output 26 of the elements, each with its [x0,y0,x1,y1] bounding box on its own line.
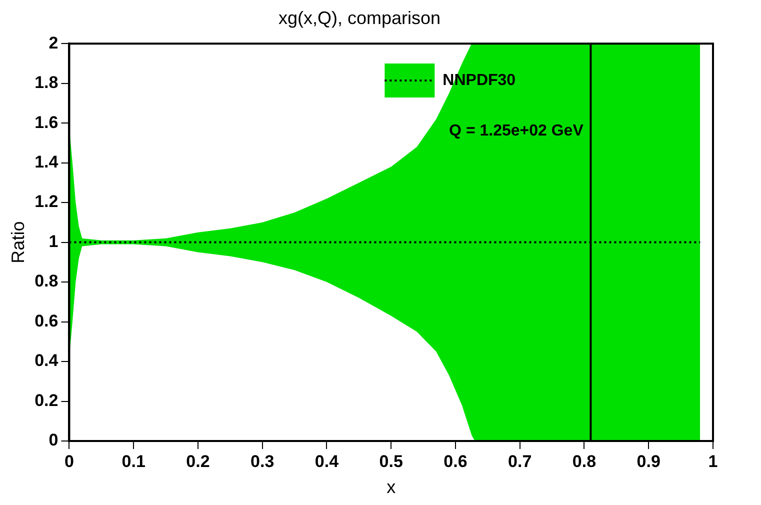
y-tick-label: 1.8 [34,73,58,92]
x-axis-title: x [386,477,396,498]
chart-title: xg(x,Q), comparison [278,8,441,28]
y-tick-label: 0.6 [34,311,58,330]
y-tick-label: 1.6 [34,112,58,132]
x-tick-label: 0.7 [508,452,532,471]
x-tick-label: 0.8 [572,452,596,471]
y-tick-label: 0 [48,430,58,450]
x-tick-label: 0.3 [250,452,274,471]
x-tick-label: 0.9 [636,452,660,471]
x-tick-label: 0.1 [122,452,146,471]
y-tick-label: 1.2 [34,192,58,212]
x-tick-label: 0 [64,452,74,471]
x-tick-label: 0.5 [379,452,403,471]
y-tick-label: 1.4 [34,152,59,172]
y-axis-title: Ratio [8,221,28,264]
y-tick-label: 0.2 [34,390,58,410]
y-tick-label: 1 [48,232,58,251]
x-tick-label: 0.4 [314,452,340,471]
x-tick-label: 0.2 [186,452,210,471]
annotation: Q = 1.25e+02 GeV [449,122,584,140]
x-tick-label: 1 [708,452,718,471]
y-tick-label: 0.8 [34,272,58,291]
y-tick-label: 2 [48,33,58,52]
x-tick-label: 0.6 [444,452,468,471]
y-tick-label: 0.4 [34,351,59,370]
